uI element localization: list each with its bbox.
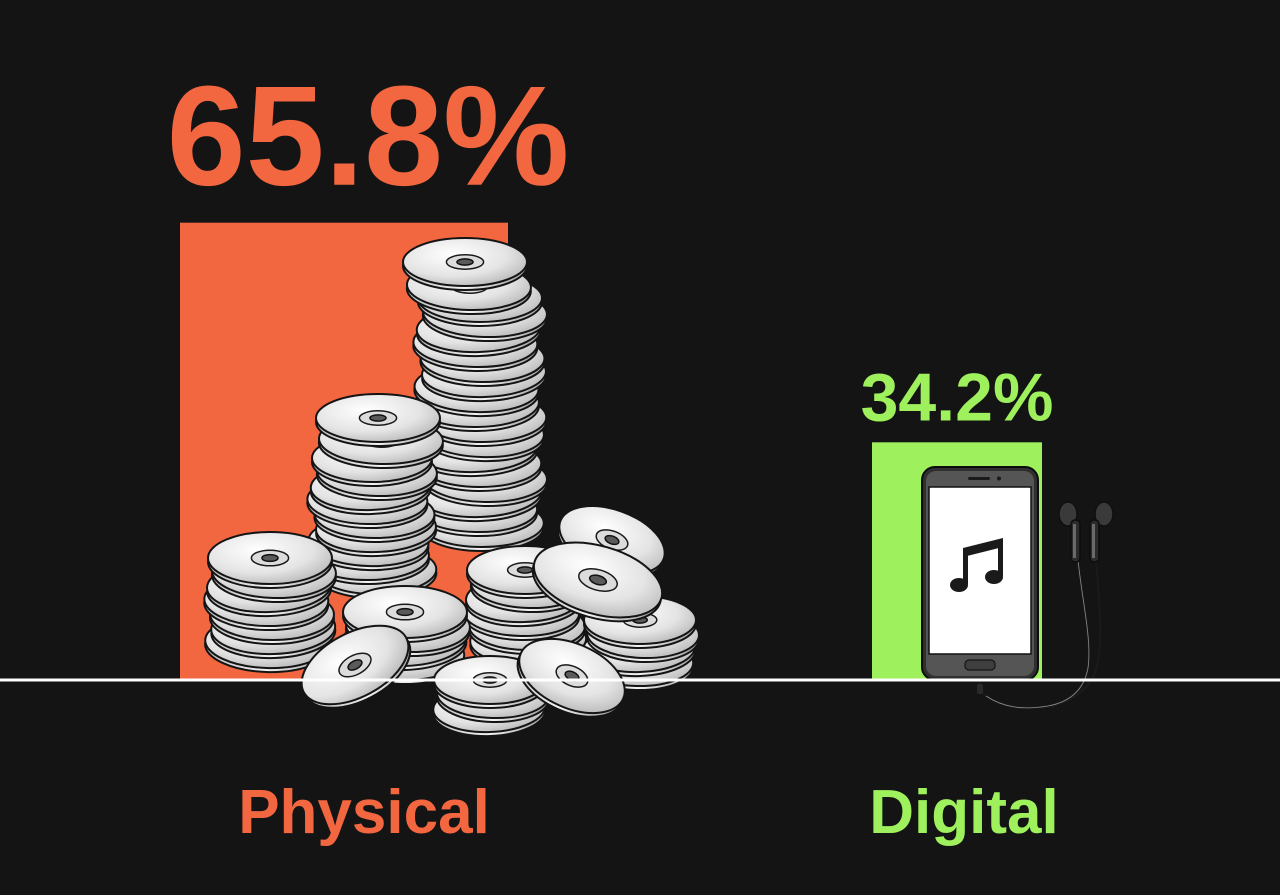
earbud-left-icon bbox=[1058, 501, 1081, 563]
cd-disc-icon bbox=[315, 393, 441, 447]
music-note-icon bbox=[950, 538, 1003, 592]
value-label-physical: 65.8% bbox=[167, 57, 570, 216]
cd-stack-icon bbox=[203, 237, 700, 738]
cd-disc-icon bbox=[300, 624, 412, 709]
earbud-right-icon bbox=[1089, 501, 1114, 563]
cd-disc-icon bbox=[207, 531, 333, 589]
category-label-physical: Physical bbox=[238, 778, 490, 847]
cd-disc-icon bbox=[402, 237, 528, 291]
smartphone-earphones-icon bbox=[921, 466, 1114, 710]
cd-disc-icon bbox=[531, 541, 664, 623]
value-label-digital: 34.2% bbox=[861, 359, 1054, 435]
category-label-digital: Digital bbox=[869, 778, 1058, 847]
